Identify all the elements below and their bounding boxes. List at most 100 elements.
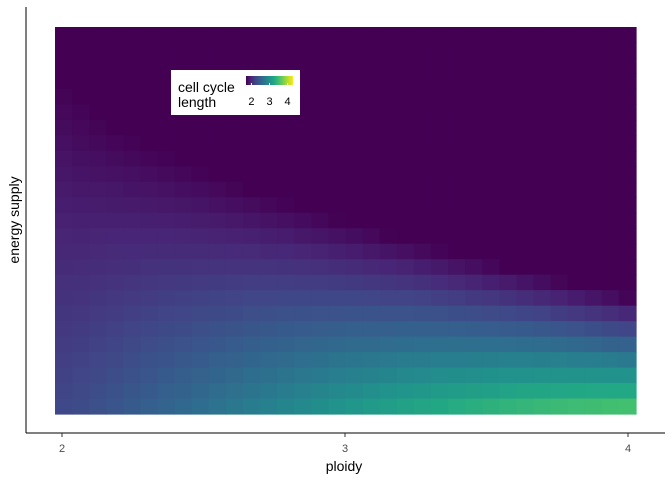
heatmap-cell: [243, 337, 261, 353]
heatmap-cell: [516, 213, 534, 229]
heatmap-cell: [482, 306, 500, 322]
heatmap-cell: [482, 120, 500, 136]
heatmap-cell: [192, 306, 210, 322]
heatmap-cell: [243, 27, 261, 43]
heatmap-cell: [482, 42, 500, 58]
heatmap-cell: [465, 228, 483, 244]
heatmap-cell: [106, 244, 124, 260]
heatmap-cell: [380, 135, 398, 151]
heatmap-cell: [311, 27, 329, 43]
heatmap-cell: [346, 73, 364, 89]
heatmap-cell: [363, 399, 381, 415]
heatmap-cell: [311, 259, 329, 275]
heatmap-cell: [209, 197, 227, 213]
heatmap-cell: [89, 58, 107, 74]
heatmap-cell: [551, 166, 569, 182]
heatmap-cell: [89, 120, 107, 136]
heatmap-cell: [311, 368, 329, 384]
heatmap-cell: [106, 151, 124, 167]
heatmap-cell: [465, 197, 483, 213]
heatmap-cell: [431, 321, 449, 337]
heatmap-cell: [465, 368, 483, 384]
heatmap-cell: [226, 337, 244, 353]
heatmap-cell: [55, 213, 73, 229]
heatmap-cell: [158, 259, 176, 275]
heatmap-cell: [482, 182, 500, 198]
heatmap-cell: [328, 73, 346, 89]
heatmap-cell: [277, 290, 295, 306]
heatmap-cell: [533, 244, 551, 260]
heatmap-cell: [602, 166, 620, 182]
heatmap-cell: [602, 368, 620, 384]
heatmap-cell: [619, 58, 637, 74]
heatmap-cell: [260, 259, 278, 275]
heatmap-cell: [55, 275, 73, 291]
heatmap-cell: [123, 275, 141, 291]
heatmap-cell: [89, 197, 107, 213]
heatmap-cell: [260, 135, 278, 151]
heatmap-cell: [260, 290, 278, 306]
heatmap-cell: [72, 89, 90, 105]
heatmap-cell: [260, 337, 278, 353]
heatmap-cell: [619, 166, 637, 182]
heatmap-cell: [397, 27, 415, 43]
heatmap-cell: [294, 383, 312, 399]
heatmap-cell: [380, 368, 398, 384]
heatmap-cell: [602, 383, 620, 399]
heatmap-cell: [140, 182, 158, 198]
heatmap-cell: [585, 337, 603, 353]
heatmap-cell: [551, 321, 569, 337]
heatmap-cell: [89, 306, 107, 322]
heatmap-cell: [346, 120, 364, 136]
x-axis-ticks: 234: [59, 433, 631, 455]
heatmap-cell: [346, 383, 364, 399]
heatmap-cell: [294, 244, 312, 260]
heatmap-cell: [397, 368, 415, 384]
heatmap-cell: [516, 306, 534, 322]
heatmap-cell: [277, 120, 295, 136]
heatmap-cell: [311, 290, 329, 306]
heatmap-cell: [72, 368, 90, 384]
heatmap-cell: [380, 290, 398, 306]
heatmap-cell: [602, 306, 620, 322]
heatmap-cell: [346, 42, 364, 58]
heatmap-cell: [260, 182, 278, 198]
heatmap-cell: [277, 42, 295, 58]
heatmap-cell: [602, 213, 620, 229]
heatmap-cell: [106, 352, 124, 368]
heatmap-cell: [328, 120, 346, 136]
heatmap-cell: [380, 182, 398, 198]
heatmap-cell: [585, 228, 603, 244]
heatmap-cell: [243, 197, 261, 213]
heatmap-cell: [106, 197, 124, 213]
heatmap-cell: [123, 42, 141, 58]
heatmap-cell: [380, 306, 398, 322]
heatmap-cell: [192, 321, 210, 337]
heatmap-cell: [499, 321, 517, 337]
heatmap-cell: [346, 337, 364, 353]
heatmap-cell: [516, 368, 534, 384]
heatmap-cell: [140, 197, 158, 213]
heatmap-cell: [448, 120, 466, 136]
heatmap-cell: [465, 182, 483, 198]
heatmap-cell: [294, 151, 312, 167]
heatmap-cell: [516, 383, 534, 399]
heatmap-cell: [533, 399, 551, 415]
heatmap-cell: [551, 275, 569, 291]
heatmap-cell: [602, 337, 620, 353]
heatmap-cell: [431, 352, 449, 368]
heatmap-cell: [397, 89, 415, 105]
heatmap-cell: [568, 337, 586, 353]
heatmap-cell: [568, 197, 586, 213]
heatmap-cell: [260, 368, 278, 384]
heatmap-cell: [260, 275, 278, 291]
heatmap-cell: [277, 368, 295, 384]
heatmap-cell: [414, 135, 432, 151]
heatmap-cell: [516, 290, 534, 306]
heatmap-cell: [123, 228, 141, 244]
heatmap-cell: [516, 104, 534, 120]
heatmap-cell: [89, 368, 107, 384]
heatmap-cell: [209, 368, 227, 384]
heatmap-cell: [431, 228, 449, 244]
heatmap-cell: [140, 166, 158, 182]
